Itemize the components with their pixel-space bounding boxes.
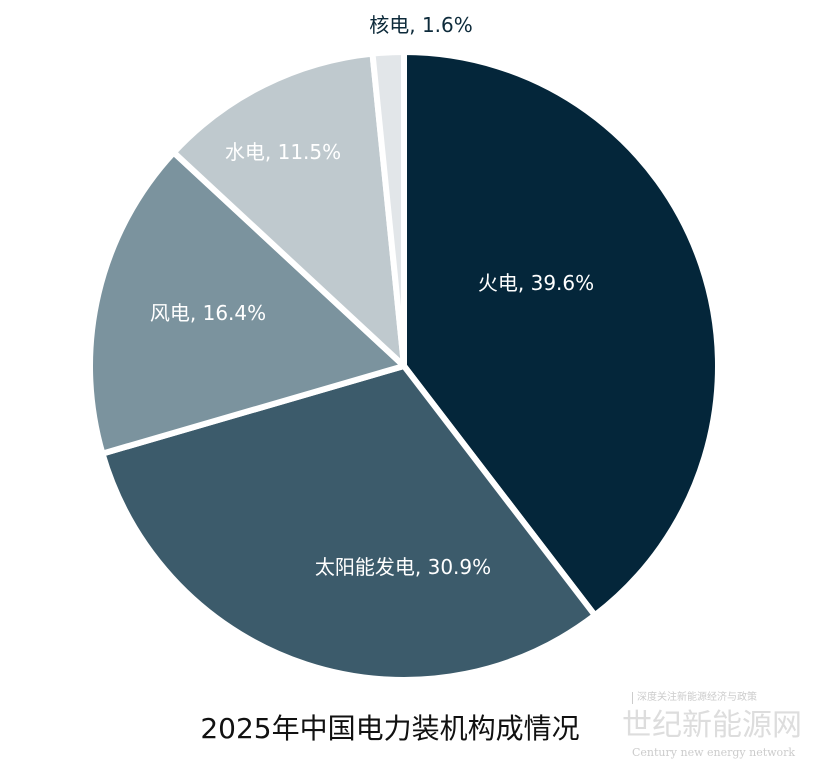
slice-label-0: 火电, 39.6% — [478, 271, 594, 295]
chart-title: 2025年中国电力装机构成情况 — [200, 712, 580, 745]
pie-slice-4 — [369, 49, 407, 369]
slice-label-4: 核电, 1.6% — [369, 13, 473, 37]
watermark-name: 世纪新能源网 — [622, 708, 802, 743]
watermark-english: Century new energy network — [632, 746, 796, 759]
slice-label-1: 太阳能发电, 30.9% — [315, 555, 491, 579]
pie-slice-2 — [87, 149, 407, 457]
slice-label-3: 水电, 11.5% — [225, 140, 341, 164]
watermark-tagline: 深度关注新能源经济与政策 — [632, 692, 757, 704]
pie-slice-3 — [170, 50, 407, 369]
slice-label-2: 风电, 16.4% — [150, 301, 266, 325]
pie-slice-1 — [99, 363, 598, 683]
pie-slice-0 — [401, 49, 721, 619]
